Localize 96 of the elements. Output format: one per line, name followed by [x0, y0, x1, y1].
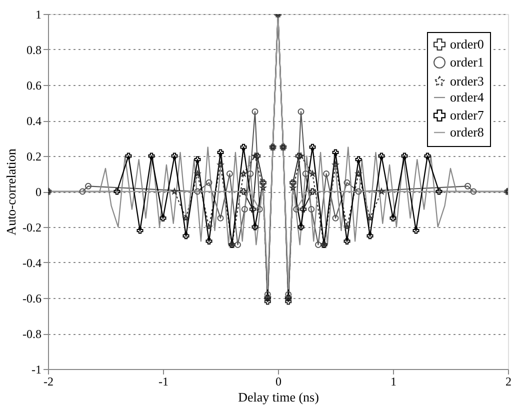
point	[344, 224, 350, 230]
point	[302, 170, 309, 177]
point	[234, 242, 241, 248]
x-tick-label: -1	[158, 374, 168, 388]
point	[309, 188, 316, 195]
point	[249, 206, 256, 212]
point	[254, 152, 261, 160]
point	[240, 170, 247, 176]
point	[217, 214, 224, 222]
point	[470, 188, 477, 195]
point	[298, 224, 304, 230]
point	[464, 182, 471, 190]
legend-label: order8	[450, 124, 484, 140]
y-tick-label: -0.2	[22, 220, 42, 234]
x-tick-label: -2	[44, 374, 54, 388]
point	[85, 182, 92, 190]
point	[206, 224, 212, 230]
x-axis-title: Delay time (ns)	[238, 390, 319, 404]
point	[332, 162, 339, 168]
point	[401, 152, 408, 160]
point	[344, 179, 350, 186]
y-tick-label: -0.4	[22, 256, 42, 270]
legend-label: order7	[450, 108, 484, 122]
point	[160, 214, 166, 222]
point	[240, 188, 247, 195]
point	[285, 298, 292, 305]
point	[308, 206, 315, 212]
x-tick-label: 0	[276, 374, 282, 388]
x-tick-label: 2	[506, 374, 512, 388]
point	[226, 170, 233, 177]
legend-label: order1	[450, 54, 484, 70]
point	[182, 232, 190, 240]
point	[412, 227, 420, 234]
point	[240, 144, 247, 150]
point	[355, 156, 362, 163]
point	[290, 184, 296, 191]
y-tick-label: -0.8	[22, 327, 42, 341]
y-axis-title: Auto-correlation	[4, 148, 19, 236]
point	[355, 170, 362, 176]
legend-label: order4	[450, 90, 484, 104]
y-tick-label: 0.8	[26, 43, 42, 57]
point	[171, 152, 178, 160]
point	[252, 224, 258, 230]
y-tick-label: -0.6	[22, 292, 42, 306]
point	[136, 227, 144, 234]
point	[194, 188, 201, 195]
point	[355, 188, 362, 195]
x-tick-label: 1	[390, 374, 396, 388]
point	[378, 152, 385, 160]
point	[323, 170, 330, 177]
point	[252, 108, 258, 115]
point	[300, 206, 307, 212]
point	[206, 238, 212, 244]
y-tick-label: -1	[32, 362, 42, 376]
point	[125, 152, 132, 160]
point	[182, 214, 190, 221]
point	[366, 232, 374, 240]
point	[366, 214, 374, 221]
y-tick-label: 0.6	[26, 78, 42, 92]
point	[194, 156, 201, 163]
point	[390, 214, 396, 222]
point	[332, 214, 339, 222]
point	[260, 184, 266, 191]
point	[424, 152, 431, 160]
point	[293, 206, 300, 212]
point	[217, 162, 224, 168]
point	[194, 170, 201, 176]
legend-label: order3	[450, 74, 484, 88]
point	[298, 152, 304, 159]
point	[285, 291, 292, 298]
point	[171, 188, 178, 194]
point	[436, 188, 442, 195]
legend-label: order0	[450, 36, 484, 52]
point	[114, 188, 120, 195]
point	[378, 188, 385, 194]
point	[264, 291, 271, 298]
point	[295, 152, 302, 160]
point	[79, 188, 86, 195]
point	[206, 179, 212, 186]
point	[241, 206, 248, 212]
point	[344, 238, 350, 244]
point	[217, 149, 224, 156]
point	[252, 152, 258, 159]
y-tick-label: 0.4	[26, 114, 42, 128]
point	[256, 206, 263, 212]
point	[298, 108, 304, 115]
y-tick-label: 0	[36, 185, 42, 199]
point	[148, 152, 155, 160]
y-tick-label: 1	[36, 8, 42, 22]
point	[332, 149, 339, 156]
y-tick-label: 0.2	[26, 150, 42, 164]
point	[309, 170, 316, 176]
point	[309, 144, 316, 150]
point	[315, 242, 322, 248]
point	[247, 170, 254, 177]
point	[264, 298, 271, 305]
